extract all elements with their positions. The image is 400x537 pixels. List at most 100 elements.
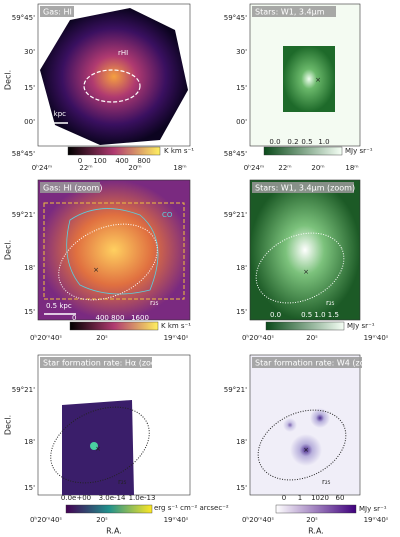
colorbar-tick: 0 [72, 314, 76, 322]
center-marker: × [303, 268, 309, 276]
colorbar-tick: 1.0e-13 [129, 494, 156, 502]
colorbar-tick: 400 800 [96, 314, 125, 322]
y-tick-label: 58°45' [224, 150, 247, 158]
y-axis-label: Decl. [4, 240, 13, 260]
colorbar-unit: K km s⁻¹ [161, 322, 191, 330]
colorbar-tick: 1600 [131, 314, 149, 322]
y-tick-label: 15' [24, 308, 35, 316]
x-tick-label: 0ʰ20ᵐ40ˢ [242, 516, 274, 524]
y-tick-label: 00' [24, 118, 35, 126]
x-axis-label: R.A. [106, 527, 122, 536]
colorbar-unit: MJy sr⁻¹ [347, 322, 375, 330]
x-tick-label: 0ʰ24ᵐ [32, 164, 53, 172]
colorbar-unit: K km s⁻¹ [164, 147, 194, 155]
x-tick-label: 18ᵐ [173, 164, 186, 172]
x-tick-label: 19ᵐ40ˢ [364, 516, 389, 524]
x-tick-label: 20ˢ [306, 334, 318, 342]
y-tick-label: 59°45' [224, 14, 247, 22]
x-tick-label: 0ʰ20ᵐ40ˢ [30, 516, 62, 524]
annotation: 0.5 kpc [46, 302, 72, 310]
y-tick-label: 59°21' [224, 211, 247, 219]
annotation: rHI [118, 49, 128, 57]
y-tick-label: 30' [236, 48, 247, 56]
y-tick-label: 00' [236, 118, 247, 126]
panel-3: × CO r₂₅ 0.5 kpc Gas: HI (zoom) 0 400 80… [4, 179, 191, 342]
colorbar [263, 146, 343, 156]
x-tick-label: 20ᵐ [311, 164, 324, 172]
y-tick-label: 15' [24, 84, 35, 92]
colorbar-tick: 800 [137, 157, 150, 165]
w4-emission [283, 418, 297, 432]
panel-title: Star formation rate: Hα (zoom) [43, 359, 167, 368]
center-marker: × [303, 446, 309, 454]
title-box [40, 182, 100, 193]
x-tick-label: 20ˢ [96, 516, 108, 524]
hi-map [40, 8, 188, 145]
annotation: r₂₅ [150, 299, 159, 307]
colorbar-tick: 3.0e-14 [99, 494, 126, 502]
colorbar-tick: 0.0e+00 [61, 494, 91, 502]
annotation: CO [162, 211, 173, 219]
w1-zoom-map [249, 179, 361, 321]
y-tick-label: 15' [24, 484, 35, 492]
title-box [40, 357, 152, 368]
y-tick-label: 59°21' [12, 211, 35, 219]
panel-title: Stars: W1, 3.4μm (zoom) [255, 184, 355, 193]
zoom-box [43, 202, 185, 300]
x-tick-label: 0ʰ24ᵐ [244, 164, 265, 172]
x-tick-label: 0ʰ20ᵐ40ˢ [30, 334, 62, 342]
y-tick-label: 59°21' [12, 386, 35, 394]
panel-1: rHI 2 kpc Gas: HI 0 100 400 800 K km s⁻¹… [4, 3, 194, 172]
annotation: r₂₅ [118, 478, 127, 486]
panel-5: × r₂₅ Star formation rate: Hα (zoom) 0.0… [4, 354, 229, 536]
colorbar [275, 504, 357, 514]
colorbar-tick: 1020 [311, 494, 329, 502]
colorbar-tick: 0.5 1.0 1.5 [301, 311, 339, 319]
annotation: r₂₅ [326, 299, 335, 307]
panel-6: × r₂₅ Star formation rate: W4 (zoom) 0 1… [224, 354, 389, 536]
co-contour [66, 208, 159, 295]
y-tick-label: 15' [236, 308, 247, 316]
x-tick-label: 19ᵐ40ˢ [364, 334, 389, 342]
y-tick-label: 59°21' [224, 386, 247, 394]
colorbar-tick: 0.0 [269, 138, 280, 146]
x-tick-label: 20ˢ [96, 334, 108, 342]
title-box [252, 182, 354, 193]
colorbar [65, 504, 153, 514]
colorbar-tick: 400 [115, 157, 128, 165]
r25-ellipse [255, 232, 345, 304]
r25-ellipse [257, 409, 347, 481]
rhi-ellipse [83, 69, 141, 103]
panel-title: Gas: HI [43, 8, 72, 17]
y-tick-label: 58°45' [12, 150, 35, 158]
panel-2: × Stars: W1, 3.4μm 0.0 0.2 0.5 1.0 MJy s… [224, 3, 373, 172]
panel-title: Star formation rate: W4 (zoom) [255, 359, 380, 368]
y-axis-label: Decl. [4, 415, 13, 435]
colorbar-tick: 0 [282, 494, 286, 502]
halpha-map [62, 400, 134, 495]
center-marker: × [95, 445, 101, 453]
y-tick-label: 15' [236, 84, 247, 92]
title-box [252, 6, 336, 17]
colorbar-tick: 1.0 [318, 138, 329, 146]
colorbar-tick: 0.2 [287, 138, 298, 146]
colorbar-tick: 0.5 [301, 138, 312, 146]
w4-emission [310, 408, 330, 428]
x-tick-label: 22ᵐ [278, 164, 291, 172]
y-tick-label: 18' [236, 264, 247, 272]
panel-title: Stars: W1, 3.4μm [255, 8, 325, 17]
colorbar-unit: erg s⁻¹ cm⁻² arcsec⁻² [154, 504, 229, 512]
r25-ellipse [50, 406, 150, 484]
halpha-peak [90, 442, 98, 450]
x-axis-label: R.A. [308, 527, 324, 536]
colorbar-tick: 0 [78, 157, 82, 165]
colorbar [67, 146, 161, 156]
x-tick-label: 20ˢ [306, 516, 318, 524]
center-marker: × [93, 266, 99, 274]
w4-emission [290, 434, 322, 466]
colorbar [69, 321, 159, 331]
r25-ellipse [58, 223, 158, 301]
y-tick-label: 18' [24, 264, 35, 272]
x-tick-label: 19ᵐ40ˢ [164, 334, 189, 342]
